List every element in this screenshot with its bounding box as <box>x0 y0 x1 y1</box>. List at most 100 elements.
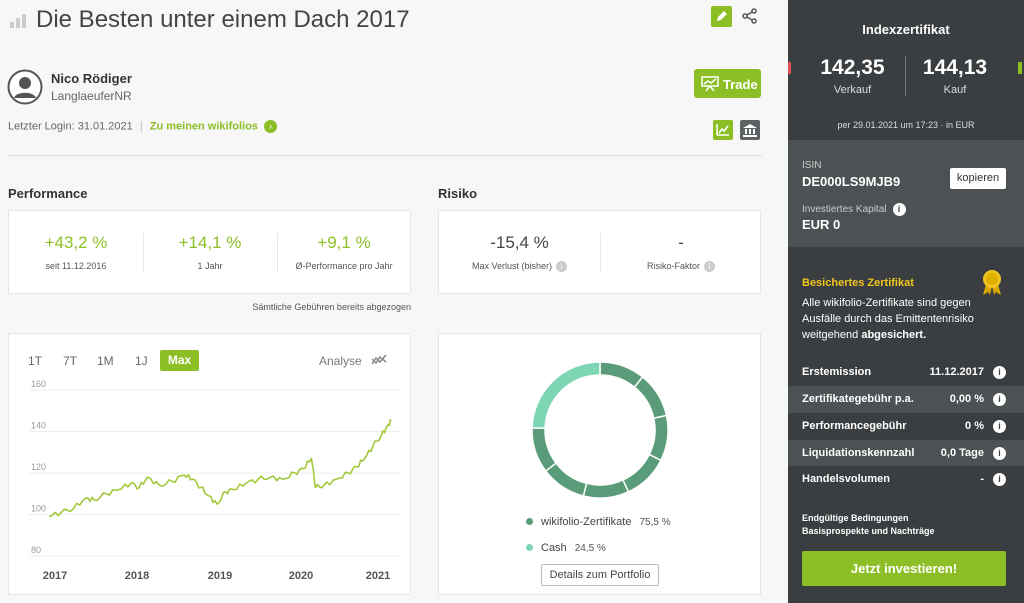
isin-label: ISIN <box>802 160 822 171</box>
x-tick-label: 2017 <box>43 570 67 582</box>
secured-text-bold: abgesichert. <box>861 329 927 341</box>
range-1m[interactable]: 1M <box>97 354 114 368</box>
edit-button[interactable] <box>711 6 732 27</box>
share-button[interactable] <box>741 7 759 25</box>
perf-item-total: +43,2 % seit 11.12.2016 <box>9 211 143 295</box>
y-tick-label: 140 <box>31 421 46 431</box>
buy-price: 144,13 <box>922 56 988 79</box>
donut-slice <box>633 375 668 420</box>
price-chart-card: 1T 7T 1M 1J Max Analyse 160 140 120 100 80 20… <box>8 333 411 595</box>
vertical-divider <box>600 233 601 273</box>
detail-value: 0,0 Tage <box>940 447 984 459</box>
arrow-right-icon[interactable]: › <box>264 120 277 133</box>
info-icon[interactable]: i <box>993 420 1006 433</box>
portfolio-details-button[interactable]: Details zum Portfolio <box>541 564 659 586</box>
divider <box>8 155 762 156</box>
chart-view-button[interactable] <box>713 120 733 140</box>
donut-slice <box>531 427 558 473</box>
x-tick-label: 2021 <box>366 570 390 582</box>
portfolio-card: wikifolio-Zertifikate 75,5 % Cash 24,5 % D… <box>438 333 761 595</box>
perf-value: +14,1 % <box>178 233 242 252</box>
trade-board-icon <box>701 76 719 91</box>
performance-heading: Performance <box>8 186 88 201</box>
login-separator: | <box>139 120 143 133</box>
risk-label: Max Verlust (bisher) <box>471 261 553 271</box>
trader-username: LanglaeuferNR <box>51 89 132 103</box>
info-icon[interactable]: i <box>993 447 1006 460</box>
detail-value: 0,00 % <box>949 393 984 405</box>
price-divider <box>905 56 906 96</box>
donut-slice <box>621 453 662 493</box>
terms-link[interactable]: Endgültige Bedingungen <box>802 513 909 523</box>
line-chart-icon <box>716 124 729 136</box>
avatar[interactable] <box>7 69 43 105</box>
share-icon <box>742 8 757 24</box>
perf-label: 1 Jahr <box>197 261 223 271</box>
risk-item-maxloss: -15,4 % Max Verlust (bisher) i <box>439 211 600 295</box>
range-1t[interactable]: 1T <box>28 354 43 368</box>
capital-value: EUR 0 <box>802 217 841 232</box>
detail-value: 0 % <box>965 420 984 432</box>
info-icon[interactable]: i <box>556 261 568 273</box>
trader-name[interactable]: Nico Rödiger <box>51 71 132 86</box>
detail-row-performancegebuehr: Performancegebühr 0 % i <box>788 413 1024 440</box>
detail-label: Liquidationskennzahl <box>802 447 915 459</box>
sell-label: Verkauf <box>833 84 872 96</box>
range-max[interactable]: Max <box>160 350 199 371</box>
detail-label: Performancegebühr <box>802 420 907 432</box>
perf-label: seit 11.12.2016 <box>45 261 107 271</box>
donut-slice <box>599 361 644 389</box>
copy-isin-button[interactable]: kopieren <box>950 168 1006 189</box>
donut-slice <box>648 414 669 462</box>
perf-item-avg: +9,1 % Ø-Performance pro Jahr <box>277 211 411 295</box>
info-icon[interactable]: i <box>993 473 1006 486</box>
legend-dot <box>526 544 533 551</box>
detail-row-handelsvolumen: Handelsvolumen - i <box>788 466 1024 493</box>
performance-card: +43,2 % seit 11.12.2016 +14,1 % 1 Jahr +… <box>8 210 411 294</box>
buy-indicator <box>1018 62 1022 74</box>
detail-row-erstemission: Erstemission 11.12.2017 i <box>788 359 1024 386</box>
bank-icon <box>743 124 757 137</box>
info-icon[interactable]: i <box>704 261 715 273</box>
risk-value: -15,4 % <box>490 233 549 252</box>
vertical-divider <box>143 233 144 273</box>
invest-button[interactable]: Jetzt investieren! <box>802 551 1006 586</box>
legend-label: Cash <box>541 542 567 554</box>
sidebar-title: Indexzertifikat <box>862 22 950 37</box>
legend-label: wikifolio-Zertifikate <box>541 516 632 528</box>
portfolio-donut <box>531 361 669 499</box>
perf-value: +9,1 % <box>317 233 371 252</box>
range-1j[interactable]: 1J <box>135 354 148 368</box>
trade-button[interactable]: Trade <box>694 69 761 98</box>
y-tick-label: 80 <box>31 545 41 555</box>
secured-title: Besichertes Zertifikat <box>802 277 914 289</box>
bank-view-button[interactable] <box>740 120 760 140</box>
detail-label: Erstemission <box>802 366 872 378</box>
donut-slice <box>531 361 601 430</box>
analyse-label[interactable]: Analyse <box>319 354 362 368</box>
donut-slice <box>582 478 630 499</box>
range-7t[interactable]: 7T <box>63 354 78 368</box>
info-icon[interactable]: i <box>993 393 1006 406</box>
detail-label: Zertifikategebühr p.a. <box>802 393 914 405</box>
legend-value: 75,5 % <box>639 517 671 528</box>
seal-icon <box>983 270 1001 295</box>
risk-card: -15,4 % Max Verlust (bisher) i - Risiko-F… <box>438 210 761 294</box>
info-icon[interactable]: i <box>993 366 1006 379</box>
user-icon <box>7 69 43 105</box>
legend-value: 24,5 % <box>574 543 606 554</box>
info-icon[interactable]: i <box>892 203 906 216</box>
legend-item-cash: Cash 24,5 % <box>526 542 606 554</box>
page-title: Die Besten unter einem Dach 2017 <box>36 6 410 33</box>
legend-dot <box>526 518 533 525</box>
series-line <box>48 419 392 518</box>
legend-item-wikifolio: wikifolio-Zertifikate 75,5 % <box>526 516 671 528</box>
fees-note: Sämtliche Gebühren bereits abgezogen <box>252 302 411 312</box>
prospect-link[interactable]: Basisprospekte und Nachträge <box>802 526 935 536</box>
detail-value: 11.12.2017 <box>929 366 984 378</box>
analyse-icon[interactable] <box>371 353 387 367</box>
x-tick-label: 2020 <box>289 570 313 582</box>
detail-value: - <box>980 473 984 485</box>
isin-value: DE000LS9MJB9 <box>802 174 901 189</box>
wikifolios-link[interactable]: Zu meinen wikifolios <box>149 120 258 133</box>
